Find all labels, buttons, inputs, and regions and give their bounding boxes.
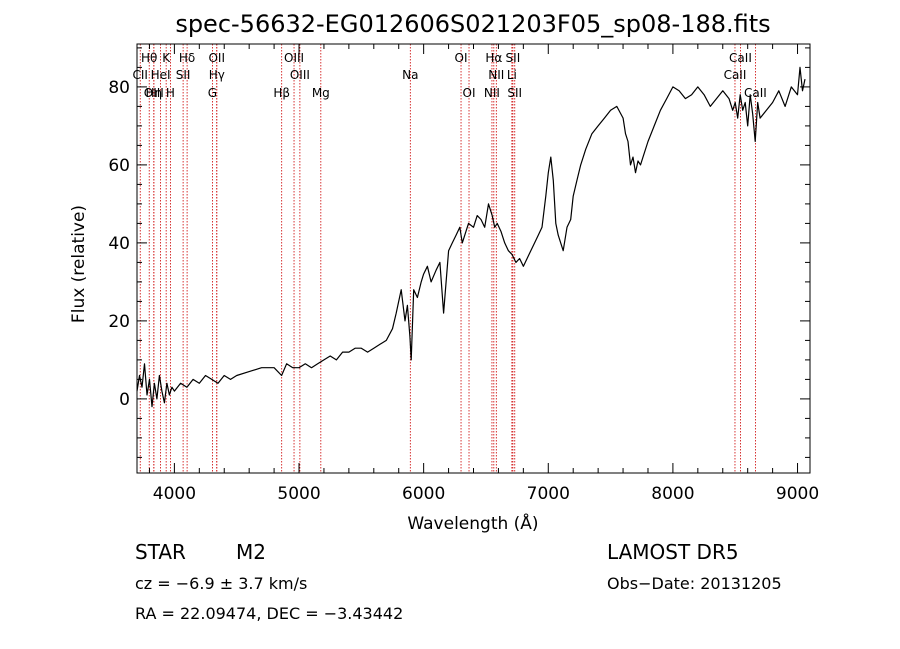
x-tick-label-5: 9000 xyxy=(776,484,819,504)
line-label-1: K xyxy=(162,51,171,65)
line-label-0: Hθ xyxy=(141,51,157,65)
line-label-3: OII xyxy=(208,51,225,65)
line-label-4: OIII xyxy=(284,51,304,65)
x-tick-label-1: 5000 xyxy=(277,484,320,504)
line-label-21: Hβ xyxy=(273,86,290,100)
line-label-12: Hγ xyxy=(209,68,225,82)
x-tick-label-4: 8000 xyxy=(651,484,694,504)
line-label-15: Li xyxy=(507,68,517,82)
object-class: STAR xyxy=(135,540,186,564)
line-label-9: CII xyxy=(133,68,148,82)
line-label-24: OI xyxy=(463,86,476,100)
observation-date: Obs−Date: 20131205 xyxy=(607,574,782,593)
line-label-20: G xyxy=(208,86,217,100)
line-label-19: H xyxy=(166,86,175,100)
spectral-line-markers xyxy=(139,44,756,473)
line-label-10: HeI xyxy=(151,68,171,82)
spectrum-chart: spec-56632-EG012606S021203F05_sp08-188.f… xyxy=(69,10,819,534)
y-axis-label: Flux (relative) xyxy=(69,205,89,323)
object-subclass: M2 xyxy=(236,540,266,564)
line-label-11: SII xyxy=(176,68,191,82)
line-label-22: Mg xyxy=(312,86,330,100)
x-tick-label-3: 7000 xyxy=(527,484,570,504)
line-label-5: OI xyxy=(455,51,468,65)
line-label-13: OIII xyxy=(290,68,310,82)
y-axis-ticks: 0 20 40 60 80 xyxy=(108,47,810,458)
line-label-23: Na xyxy=(402,68,418,82)
x-axis-ticks: 4000 5000 6000 7000 8000 9000 xyxy=(148,44,819,504)
spectrum-line xyxy=(136,66,806,408)
y-tick-label-0: 0 xyxy=(119,390,130,410)
y-tick-label-1: 20 xyxy=(108,312,130,332)
y-tick-label-4: 80 xyxy=(108,78,130,98)
spectral-line-labels: Hθ K Hδ OII OIII OI Hα SII CaII CII HeI SII Hγ OIII NI… xyxy=(133,51,767,100)
line-label-25: NII xyxy=(484,86,500,100)
redshift-velocity: cz = −6.9 ± 3.7 km/s xyxy=(135,574,308,593)
line-label-17: OIII xyxy=(144,86,164,100)
line-label-6: Hα xyxy=(485,51,502,65)
chart-title: spec-56632-EG012606S021203F05_sp08-188.f… xyxy=(175,10,770,38)
sky-coordinates: RA = 22.09474, DEC = −3.43442 xyxy=(135,604,404,623)
line-label-14: NII xyxy=(488,68,504,82)
y-tick-label-3: 60 xyxy=(108,156,130,176)
line-label-2: Hδ xyxy=(179,51,195,65)
plot-frame xyxy=(136,43,811,474)
line-label-7: SII xyxy=(506,51,521,65)
line-label-18: Hη xyxy=(146,86,163,100)
x-tick-label-2: 6000 xyxy=(402,484,445,504)
line-label-16: CaII xyxy=(724,68,747,82)
x-tick-label-0: 4000 xyxy=(153,484,196,504)
y-tick-label-2: 40 xyxy=(108,234,130,254)
line-label-26: SII xyxy=(507,86,522,100)
x-axis-label: Wavelength (Å) xyxy=(407,512,538,534)
line-label-27: CaII xyxy=(744,86,767,100)
survey-name: LAMOST DR5 xyxy=(607,540,739,564)
line-label-8: CaII xyxy=(729,51,752,65)
